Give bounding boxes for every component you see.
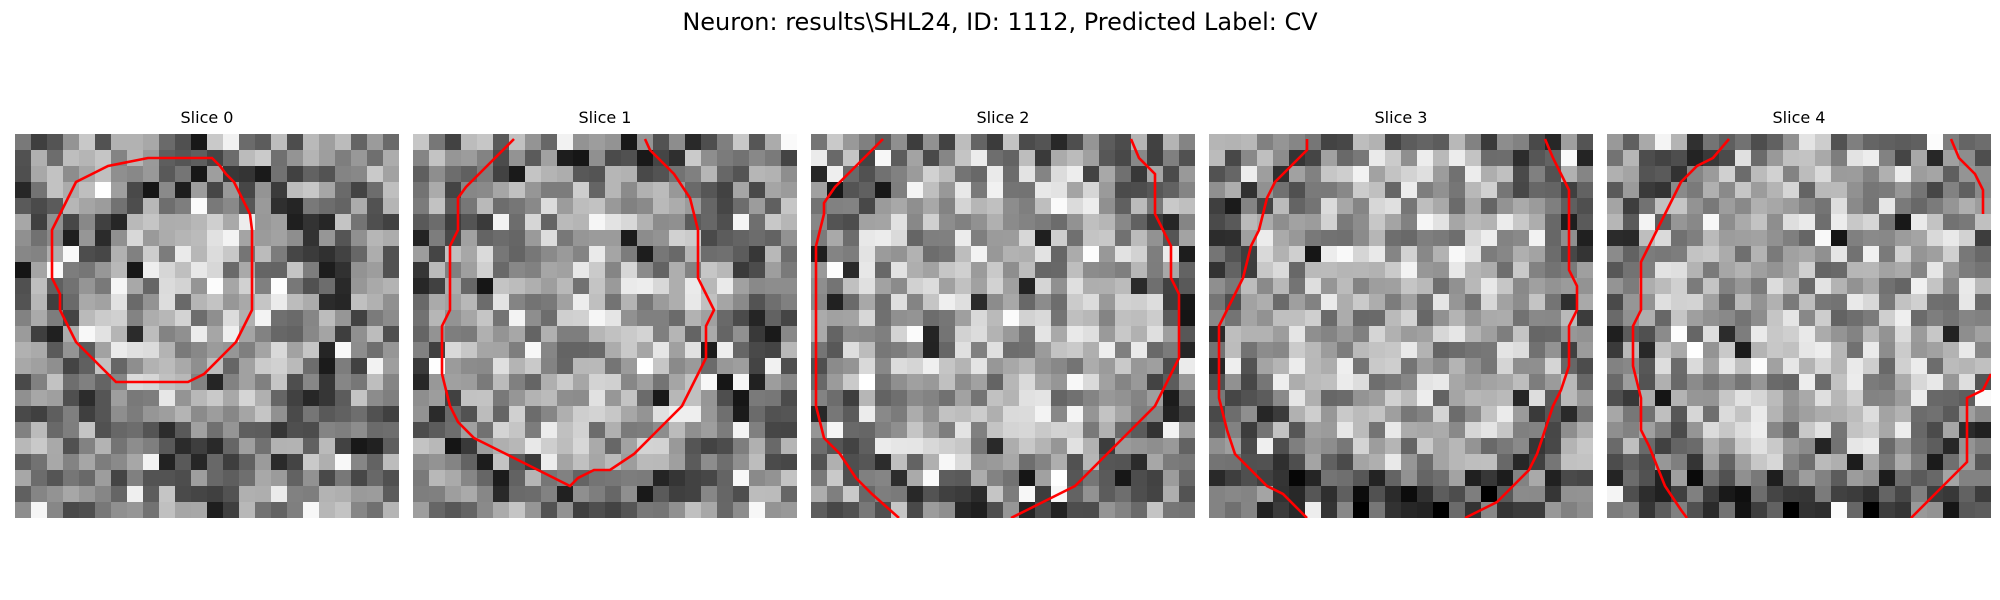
slice-image [1607, 134, 1991, 518]
slice-title: Slice 3 [1374, 108, 1428, 127]
pixel-grid [811, 134, 1195, 518]
contour-line [1010, 138, 1181, 518]
slice-image [413, 134, 797, 518]
slice-image [811, 134, 1195, 518]
slice-title: Slice 0 [180, 108, 234, 127]
slice-panel-0: Slice 0 [15, 107, 399, 518]
slice-title: Slice 2 [976, 108, 1030, 127]
slice-panel-4: Slice 4 [1607, 107, 1991, 518]
slice-panel-3: Slice 3 [1209, 107, 1593, 518]
slice-image [15, 134, 399, 518]
pixel-grid [1209, 134, 1593, 518]
contour-line [1217, 139, 1309, 518]
contour-line [1949, 138, 1985, 214]
slice-image [1209, 134, 1593, 518]
contour-line [440, 138, 716, 488]
slice-title: Slice 1 [578, 108, 632, 127]
contour-line [50, 156, 254, 384]
slice-panel-1: Slice 1 [413, 107, 797, 518]
contour-line [1464, 138, 1579, 518]
slice-panel-2: Slice 2 [811, 107, 1195, 518]
pixel-grid [1607, 134, 1991, 518]
pixel-grid [413, 134, 797, 518]
slice-title: Slice 4 [1772, 108, 1826, 127]
pixel-grid [15, 134, 399, 518]
figure-title: Neuron: results\SHL24, ID: 1112, Predict… [682, 8, 1318, 36]
contour-line [814, 138, 900, 518]
contour-line [1910, 373, 1991, 518]
contour-line [1631, 138, 1730, 518]
